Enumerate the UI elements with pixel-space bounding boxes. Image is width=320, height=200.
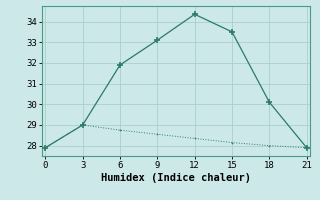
X-axis label: Humidex (Indice chaleur): Humidex (Indice chaleur) — [101, 173, 251, 183]
